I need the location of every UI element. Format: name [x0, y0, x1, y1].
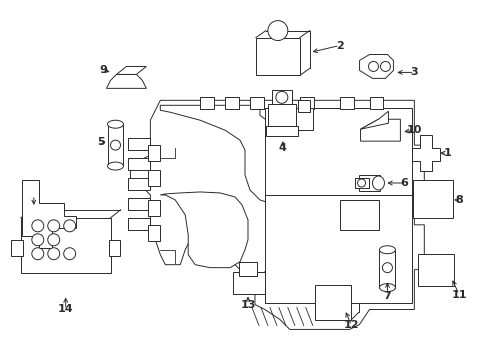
Circle shape — [382, 263, 392, 273]
Bar — [128, 138, 150, 150]
Bar — [148, 145, 160, 161]
Polygon shape — [116, 67, 146, 75]
Polygon shape — [160, 192, 247, 268]
Circle shape — [63, 220, 76, 232]
Bar — [108, 240, 120, 256]
Text: 6: 6 — [400, 178, 407, 188]
Bar — [339, 97, 353, 109]
Bar — [299, 97, 313, 109]
Polygon shape — [360, 119, 400, 141]
Bar — [255, 37, 299, 75]
Bar — [339, 200, 379, 230]
Bar — [239, 262, 256, 276]
Circle shape — [32, 234, 44, 246]
Circle shape — [32, 248, 44, 260]
Bar — [369, 97, 383, 109]
Bar — [297, 100, 309, 112]
Polygon shape — [160, 105, 304, 205]
Circle shape — [48, 248, 60, 260]
Bar — [11, 240, 23, 256]
Bar — [264, 108, 411, 302]
Bar — [265, 126, 297, 136]
Circle shape — [275, 91, 287, 103]
Text: 3: 3 — [410, 67, 417, 77]
Text: 13: 13 — [240, 300, 255, 310]
Bar — [128, 218, 150, 230]
Bar — [233, 272, 264, 293]
Bar — [417, 254, 453, 285]
Polygon shape — [359, 54, 393, 78]
Bar — [354, 178, 368, 188]
Text: 5: 5 — [97, 137, 104, 147]
Text: 8: 8 — [454, 195, 462, 205]
Circle shape — [267, 21, 287, 41]
Bar — [128, 158, 150, 170]
Circle shape — [63, 248, 76, 260]
Bar — [128, 198, 150, 210]
Bar — [107, 124, 123, 166]
Bar — [21, 218, 110, 273]
Text: 12: 12 — [343, 320, 359, 330]
Bar — [267, 104, 295, 126]
Bar — [294, 108, 312, 130]
Text: 2: 2 — [335, 41, 343, 50]
Text: 7: 7 — [383, 291, 390, 301]
Polygon shape — [106, 75, 146, 88]
Ellipse shape — [107, 162, 123, 170]
Polygon shape — [22, 180, 76, 248]
Text: 4: 4 — [278, 143, 286, 153]
Text: 10: 10 — [406, 125, 421, 135]
Text: 9: 9 — [100, 66, 107, 76]
Circle shape — [368, 62, 378, 71]
Bar — [412, 180, 452, 218]
Bar — [271, 90, 291, 104]
Polygon shape — [130, 100, 424, 329]
Ellipse shape — [379, 246, 395, 254]
Bar — [200, 97, 214, 109]
Bar — [148, 170, 160, 186]
Bar — [128, 178, 150, 190]
Polygon shape — [411, 135, 439, 171]
Circle shape — [32, 220, 44, 232]
Bar — [379, 250, 395, 288]
Text: 11: 11 — [450, 289, 466, 300]
Bar — [148, 225, 160, 241]
Circle shape — [380, 62, 389, 71]
Ellipse shape — [379, 284, 395, 292]
Ellipse shape — [372, 176, 384, 190]
Circle shape — [48, 220, 60, 232]
Bar — [358, 175, 380, 191]
Text: 15: 15 — [26, 190, 41, 200]
Circle shape — [48, 234, 60, 246]
Bar — [314, 285, 350, 320]
Bar — [224, 97, 239, 109]
Circle shape — [110, 140, 120, 150]
Polygon shape — [360, 111, 387, 129]
Text: 1: 1 — [443, 148, 450, 158]
Bar — [249, 97, 264, 109]
Circle shape — [357, 179, 365, 187]
Ellipse shape — [107, 120, 123, 128]
Bar — [274, 97, 288, 109]
Text: 14: 14 — [58, 305, 73, 315]
Bar — [148, 200, 160, 216]
